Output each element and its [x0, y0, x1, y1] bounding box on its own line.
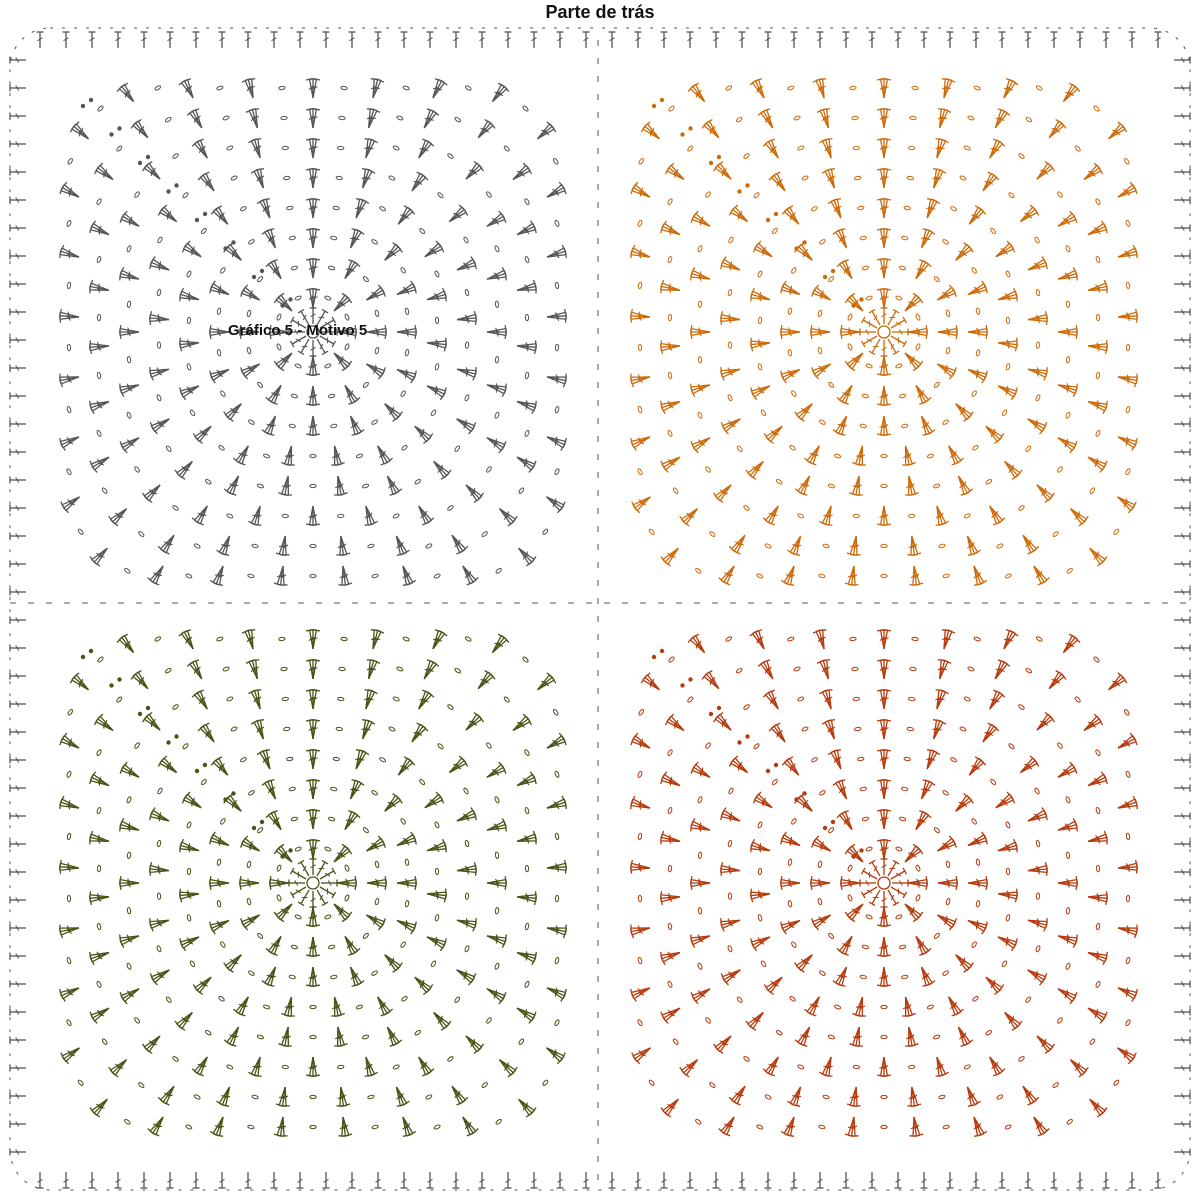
outer-border [9, 27, 1191, 1191]
motif-bottom-right [630, 629, 1138, 1137]
motif-bottom-left [59, 629, 567, 1137]
page-title: Parte de trás [545, 2, 655, 22]
motif-top-right [630, 78, 1138, 586]
motif-top-left [59, 78, 567, 586]
chart-label: Gráfico 5 - Motivo 5 [228, 322, 368, 339]
